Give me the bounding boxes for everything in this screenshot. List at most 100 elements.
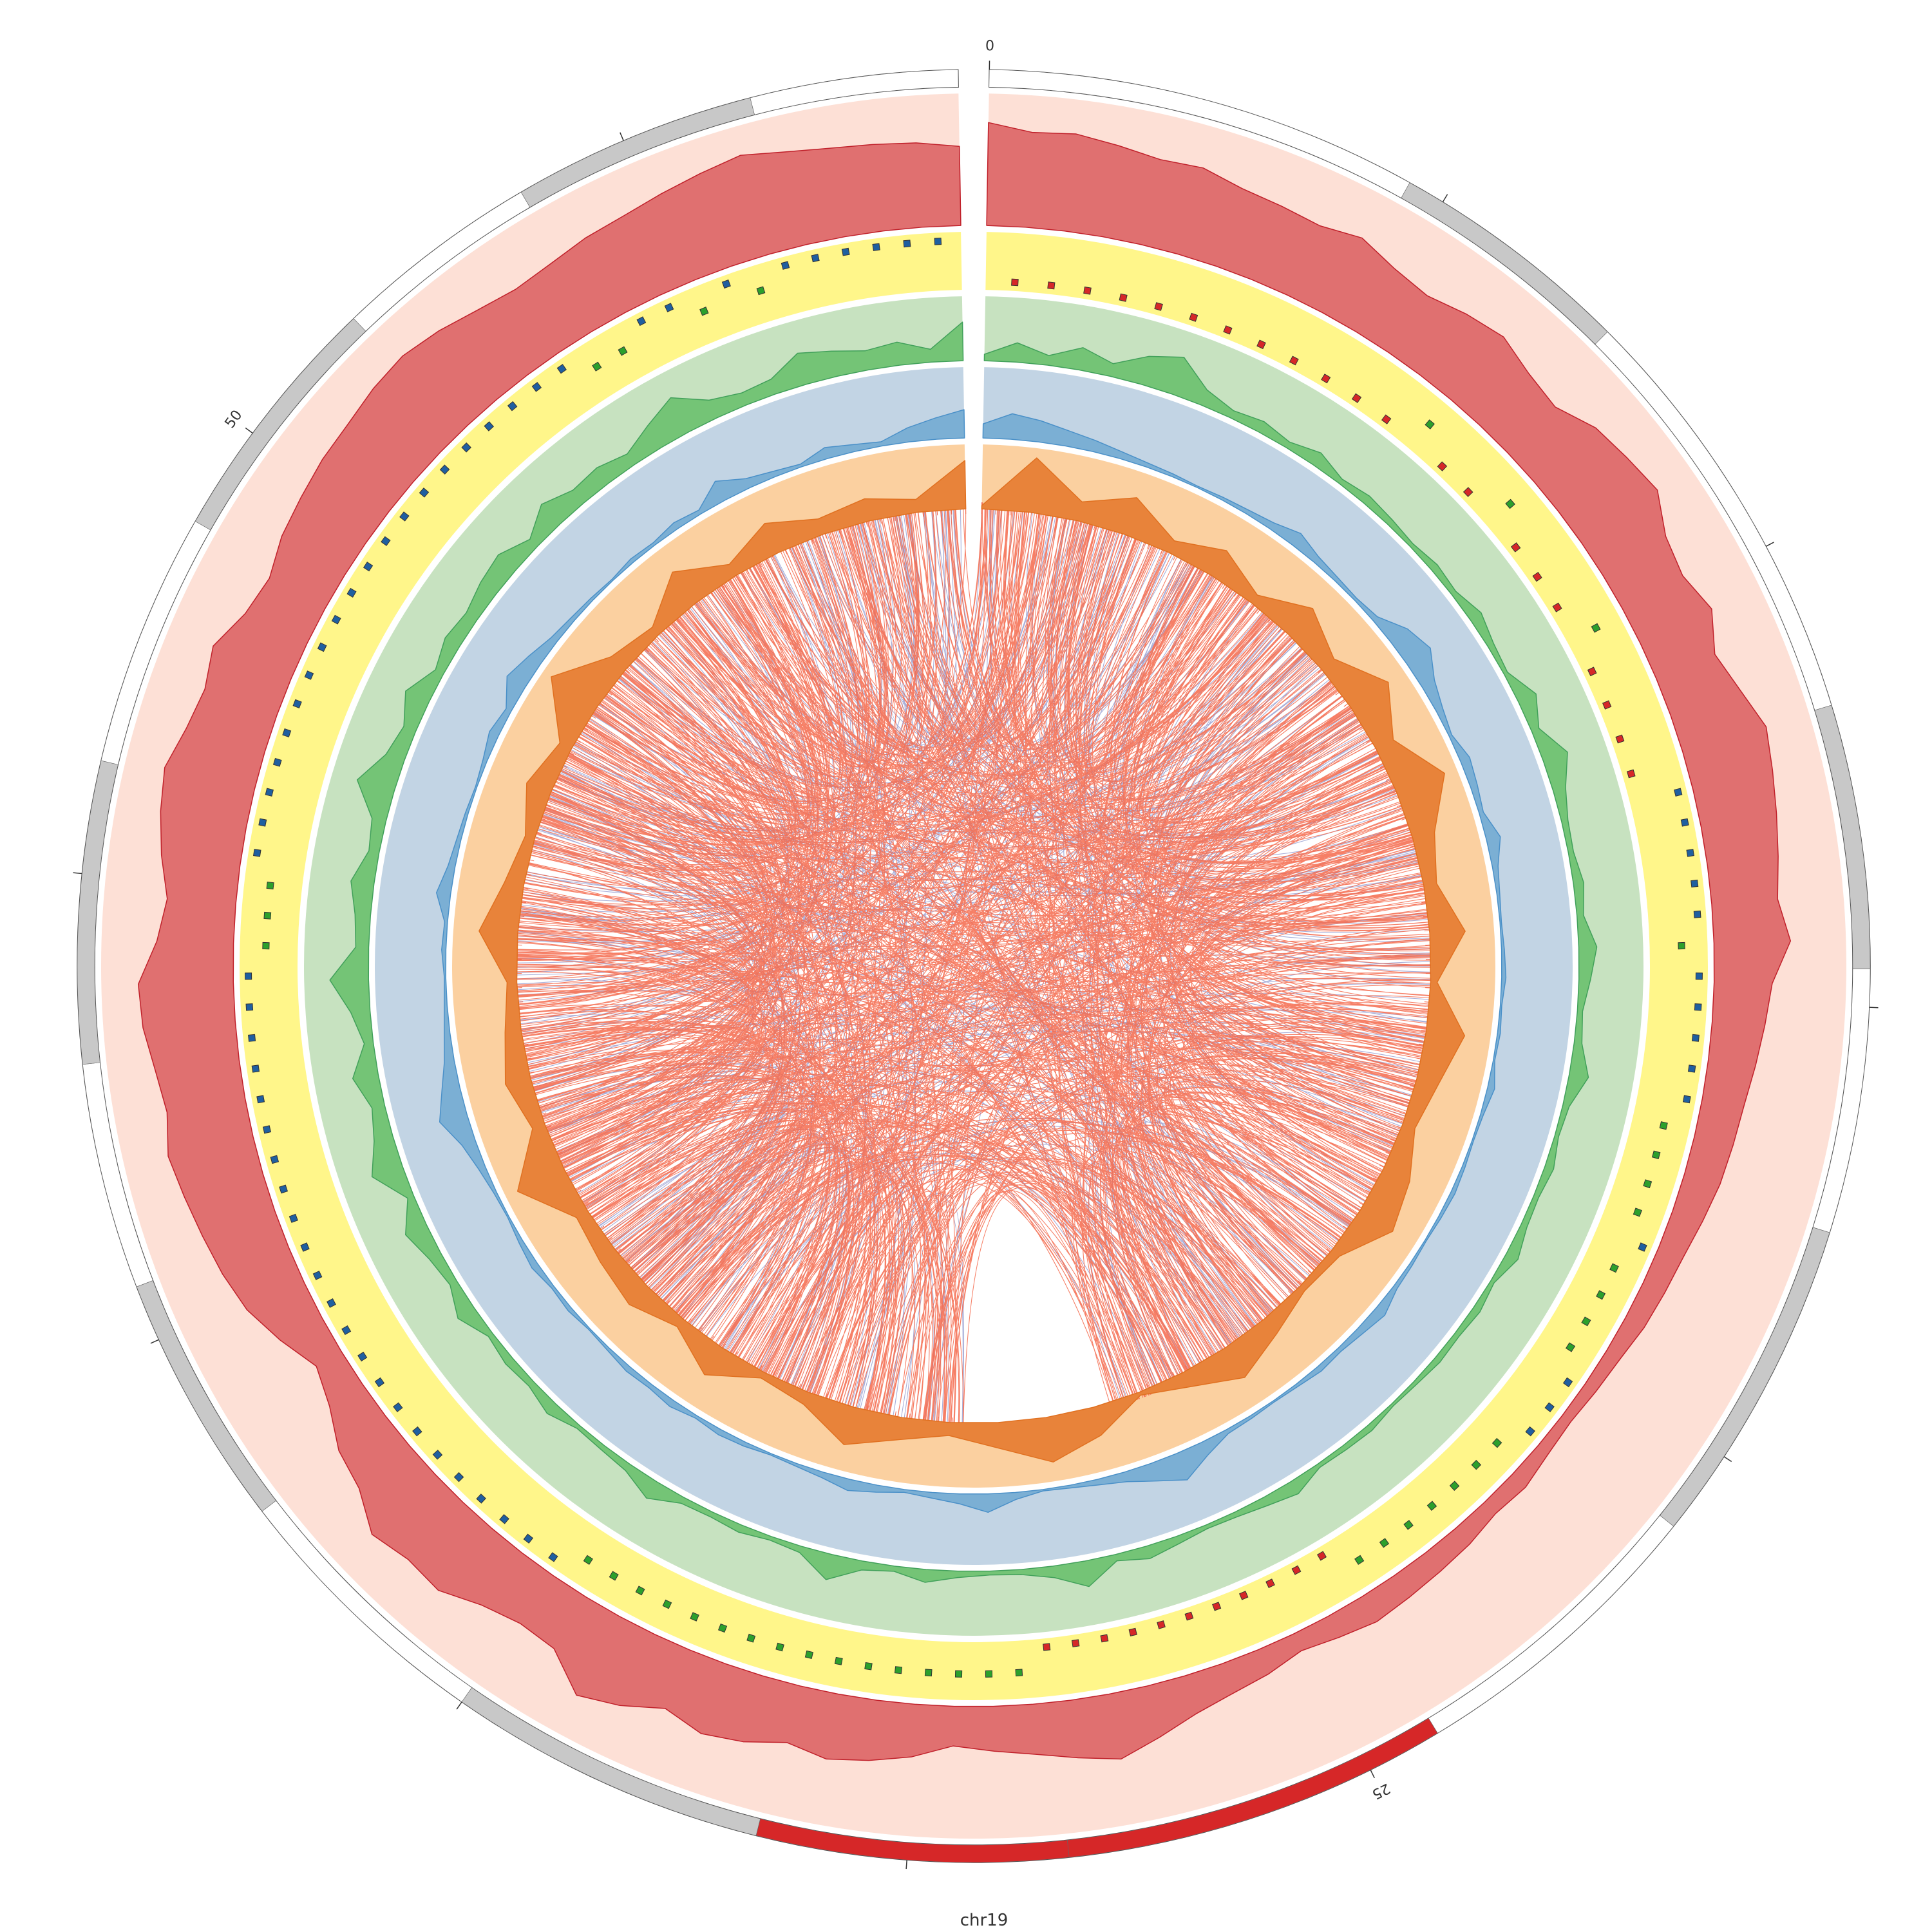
- scatter-point: [1471, 1459, 1482, 1470]
- scatter-point: [476, 1493, 486, 1504]
- scatter-point: [1544, 1402, 1555, 1412]
- scatter-point: [263, 911, 272, 920]
- scatter-point: [1321, 374, 1331, 384]
- scatter-point: [1587, 667, 1597, 677]
- scatter-point: [484, 421, 494, 431]
- scatter-point: [1686, 849, 1695, 857]
- scatter-point: [1687, 1065, 1696, 1073]
- scatter-point: [1525, 1426, 1535, 1437]
- scatter-point: [985, 1670, 993, 1678]
- scatter-point: [523, 1533, 534, 1544]
- scatter-point: [746, 1633, 756, 1643]
- links-red: [509, 502, 1438, 1430]
- scatter-point: [357, 1351, 368, 1362]
- data-tracks: [137, 122, 1792, 1761]
- scatter-point: [1682, 1095, 1691, 1104]
- scatter-point: [1626, 769, 1636, 779]
- scatter-point: [266, 881, 274, 890]
- scatter-point: [1609, 1263, 1619, 1273]
- scatter-point: [721, 279, 731, 289]
- scatter-point: [1492, 1437, 1502, 1448]
- tick-mark: [1723, 1456, 1732, 1463]
- scatter-point: [399, 511, 410, 522]
- scatter-point: [1695, 972, 1703, 980]
- scatter-point: [635, 1586, 645, 1596]
- scatter-point: [1291, 1565, 1302, 1575]
- scatter-point: [804, 1650, 814, 1660]
- scatter-point: [461, 442, 471, 453]
- scatter-point: [1047, 281, 1056, 290]
- ideogram: [77, 69, 1871, 1863]
- scatter-point: [439, 464, 450, 475]
- scatter-point: [1638, 1242, 1647, 1252]
- scatter-point: [262, 942, 270, 950]
- scatter-point: [1212, 1602, 1222, 1611]
- scatter-point: [265, 788, 274, 797]
- scatter-point: [775, 1642, 784, 1652]
- tick-label-0: 0: [985, 38, 994, 54]
- scatter-point: [1184, 1611, 1194, 1621]
- tick-mark: [1442, 194, 1448, 203]
- scatter-point: [1265, 1578, 1275, 1588]
- scatter-point: [1463, 487, 1473, 497]
- scatter-point: [1157, 1620, 1166, 1629]
- scatter-point: [1256, 339, 1266, 350]
- tick-mark: [1765, 542, 1774, 547]
- scatter-point: [903, 240, 911, 248]
- tick-mark: [150, 1339, 159, 1344]
- scatter-point: [1449, 1481, 1460, 1491]
- scatter-point: [1011, 278, 1019, 287]
- scatter-point: [1505, 498, 1515, 509]
- scatter-point: [1238, 1591, 1249, 1600]
- scatter-point: [251, 1065, 260, 1073]
- scatter-point: [1552, 602, 1562, 612]
- scatter-point: [292, 699, 302, 708]
- scatter-point: [1223, 325, 1233, 335]
- blue-track-area: [435, 409, 1507, 1513]
- scatter-point: [894, 1666, 903, 1674]
- scatter-point: [618, 346, 628, 356]
- scatter-point: [531, 382, 542, 392]
- scatter-point: [272, 757, 282, 767]
- scatter-point: [1674, 788, 1683, 797]
- scatter-point: [583, 1555, 593, 1565]
- scatter-point: [499, 1514, 509, 1524]
- scatter-point: [699, 307, 709, 316]
- scatter-point: [252, 849, 261, 857]
- scatter-point: [1119, 293, 1128, 302]
- scatter-point: [924, 1669, 933, 1677]
- scatter-point: [304, 670, 314, 680]
- scatter-point: [1154, 302, 1163, 311]
- chromosome-label: chr19: [960, 1911, 1009, 1930]
- scatter-point: [258, 818, 267, 827]
- scatter-point: [1015, 1669, 1023, 1677]
- scatter-point: [1071, 1639, 1080, 1647]
- scatter-point: [248, 1034, 256, 1042]
- scatter-point: [331, 614, 341, 625]
- scatter-point: [270, 1155, 279, 1164]
- scatter-point: [1425, 419, 1435, 430]
- scatter-point: [954, 1670, 963, 1678]
- scatter-point: [872, 243, 880, 251]
- scatter-point: [1581, 1316, 1591, 1327]
- scatter-point: [690, 1612, 699, 1622]
- scatter-point: [346, 587, 357, 598]
- scatter-point: [327, 1298, 336, 1308]
- scatter-point: [412, 1426, 422, 1437]
- scatter-point: [1690, 879, 1699, 888]
- scatter-point: [1591, 623, 1601, 633]
- scatter-point: [781, 261, 790, 270]
- scatter-point: [1659, 1121, 1668, 1130]
- scatter-point: [1403, 1520, 1414, 1530]
- tick-label-25: 25: [1369, 1780, 1392, 1803]
- scatter-point: [1100, 1634, 1109, 1643]
- scatter-point: [662, 1599, 672, 1609]
- scatter-point: [289, 1213, 298, 1223]
- scatter-point: [1532, 572, 1542, 582]
- scatter-point: [1678, 942, 1685, 950]
- scatter-point: [279, 1184, 289, 1194]
- orange-track-area: [478, 457, 1466, 1463]
- scatter-point: [1691, 1034, 1700, 1042]
- scatter-point: [609, 1571, 619, 1581]
- scatter-point: [1562, 1377, 1573, 1388]
